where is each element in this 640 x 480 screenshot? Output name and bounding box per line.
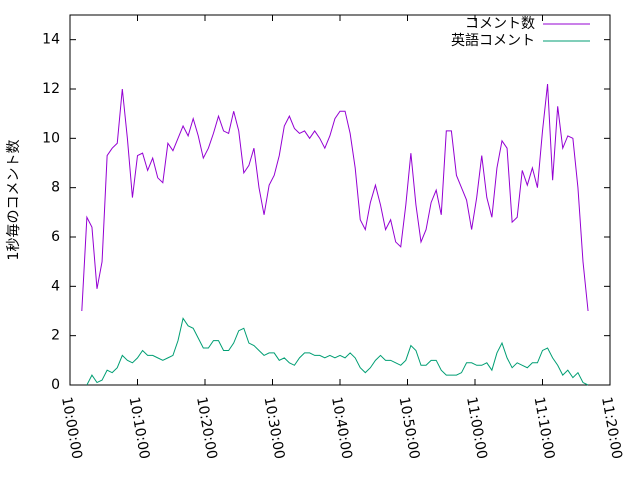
y-tick-label: 6 [51, 229, 60, 245]
legend-label: 英語コメント [451, 32, 535, 49]
x-tick-label: 10:10:00 [126, 396, 153, 461]
y-tick-label: 12 [42, 81, 60, 97]
x-tick-label: 11:10:00 [531, 396, 558, 461]
x-tick-label: 10:50:00 [396, 396, 423, 461]
x-tick-label: 11:00:00 [463, 396, 490, 461]
series-line [86, 317, 589, 386]
y-tick-label: 8 [51, 180, 60, 196]
series-line [81, 84, 589, 312]
legend-label: コメント数 [465, 16, 535, 32]
x-tick-label: 10:00:00 [58, 396, 85, 461]
y-tick-label: 10 [42, 130, 60, 146]
y-axis-label: 1秒毎のコメント数 [6, 140, 22, 261]
x-tick-label: 10:40:00 [328, 396, 355, 461]
y-tick-label: 4 [51, 278, 60, 294]
x-tick-label: 10:20:00 [193, 396, 220, 461]
y-tick-label: 14 [42, 32, 60, 48]
plot-frame [69, 14, 611, 386]
y-tick-label: 2 [51, 328, 60, 344]
x-tick-label: 11:20:00 [598, 396, 625, 461]
y-tick-label: 0 [51, 377, 60, 393]
x-tick-label: 10:30:00 [261, 396, 288, 461]
